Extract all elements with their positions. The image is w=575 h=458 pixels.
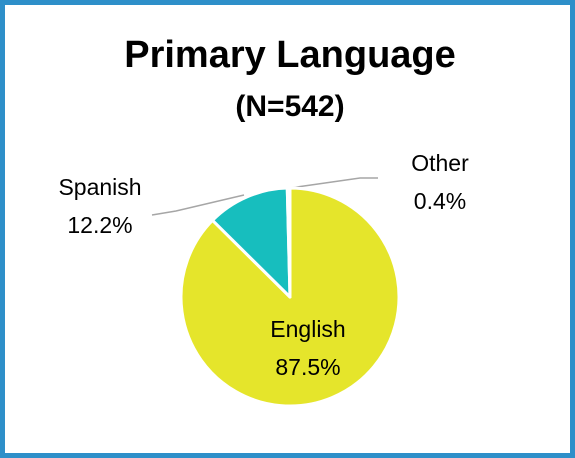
chart-title: Primary Language: [124, 34, 456, 76]
pie-slice: [211, 186, 292, 299]
pie: [179, 186, 401, 408]
slice-label: Other: [411, 150, 469, 176]
slice-value-label: 0.4%: [414, 188, 466, 214]
slice-label: English: [270, 316, 345, 342]
leader-line: [151, 194, 245, 216]
pie-slice: [285, 186, 292, 299]
leader-line: [289, 177, 378, 189]
slice-value-label: 12.2%: [67, 212, 132, 238]
pie-slice: [179, 186, 401, 408]
slice-label: Spanish: [58, 174, 141, 200]
chart-subtitle: (N=542): [235, 90, 344, 123]
slice-value-label: 87.5%: [275, 354, 340, 380]
